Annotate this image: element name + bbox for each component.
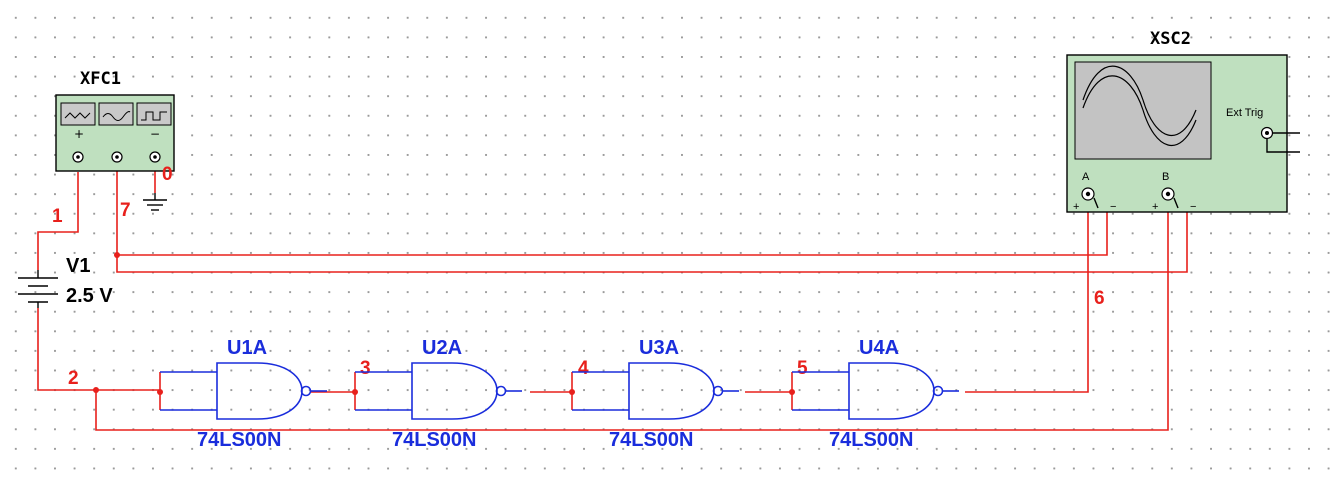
inverter-bubble-icon	[712, 385, 724, 397]
minus-sign-icon: −	[150, 127, 160, 141]
nand-gate-u1a[interactable]: U1A 74LS00N	[160, 337, 327, 451]
net-label-4: 4	[578, 358, 589, 379]
plus-sign-icon: +	[1152, 201, 1158, 213]
nand-gate-u4a[interactable]: U4A 74LS00N	[792, 337, 959, 451]
wire-net-6[interactable]	[965, 202, 1089, 393]
gate-part-label: 74LS00N	[829, 429, 914, 451]
nand-gate-u3a[interactable]: U3A 74LS00N	[572, 337, 739, 451]
gate-ref-label: U4A	[859, 337, 899, 359]
net-label-6: 6	[1094, 288, 1105, 309]
inverter-bubble-icon	[300, 385, 312, 397]
terminal-dot-icon	[1165, 191, 1171, 197]
terminal-dot-icon	[153, 155, 157, 159]
ext-trig-ground-lead	[1266, 139, 1300, 153]
terminal-dot-icon	[1265, 131, 1269, 135]
gate-part-label: 74LS00N	[609, 429, 694, 451]
battery[interactable]: V1 2.5 V	[18, 255, 113, 308]
gate-part-label: 74LS00N	[392, 429, 477, 451]
net-label-7: 7	[120, 200, 131, 221]
channel-a-label: A	[1082, 171, 1090, 183]
battery-ref: V1	[66, 255, 90, 277]
ext-trig-label: Ext Trig	[1226, 107, 1263, 119]
terminal-dot-icon	[76, 155, 80, 159]
gate-ref-label: U3A	[639, 337, 679, 359]
wire-net-2-to-scope-b[interactable]	[95, 202, 1169, 431]
oscilloscope[interactable]: XSC2 Ext Trig A + − B + −	[1066, 29, 1300, 213]
sine-wave-button[interactable]	[98, 102, 134, 126]
square-wave-icon	[141, 111, 167, 121]
nand-body-icon	[411, 362, 498, 420]
net-label-3: 3	[360, 358, 371, 379]
net-label-1: 1	[52, 206, 63, 227]
battery-value: 2.5 V	[66, 285, 113, 307]
sine-trace-icon	[1082, 65, 1197, 137]
net-labels: 0 1 2 3 4 5 6 7	[52, 164, 1105, 389]
gate-part-label: 74LS00N	[197, 429, 282, 451]
gate-ref-label: U2A	[422, 337, 462, 359]
sine-wave-icon	[102, 111, 131, 121]
ground-icon	[143, 193, 167, 211]
net-label-5: 5	[797, 358, 808, 379]
wire-net-7-b[interactable]	[116, 165, 1188, 273]
junction-dot	[93, 387, 99, 393]
nand-body-icon	[848, 362, 935, 420]
channel-b-neg-lead	[1173, 197, 1179, 209]
triangle-wave-icon	[64, 112, 91, 119]
nand-body-icon	[216, 362, 303, 420]
wires	[37, 165, 1188, 431]
net-label-2: 2	[68, 368, 79, 389]
function-generator[interactable]: XFC1 + −	[55, 69, 175, 172]
junction-dot	[569, 389, 575, 395]
sine-trace-icon	[1082, 75, 1197, 147]
junction-dot	[114, 252, 120, 258]
nand-gate-u2a[interactable]: U2A 74LS00N	[355, 337, 522, 451]
terminal-dot-icon	[1085, 191, 1091, 197]
junction-dot	[352, 389, 358, 395]
plus-sign-icon: +	[74, 127, 84, 141]
inverter-bubble-icon	[932, 385, 944, 397]
minus-sign-icon: −	[1110, 201, 1116, 213]
junctions	[93, 252, 795, 395]
channel-a-neg-lead	[1093, 197, 1099, 209]
nand-gates: U1A 74LS00N U2A 74LS00N U3A 74LS00N U4A 74LS00N	[160, 337, 959, 451]
wire-net-7-a[interactable]	[117, 207, 1108, 256]
terminal-dot-icon	[115, 155, 119, 159]
square-wave-button[interactable]	[136, 102, 172, 126]
plus-sign-icon: +	[1073, 201, 1079, 213]
oscilloscope-ref: XSC2	[1150, 29, 1191, 49]
junction-dot	[157, 389, 163, 395]
function-generator-ref: XFC1	[80, 69, 121, 89]
minus-sign-icon: −	[1190, 201, 1196, 213]
triangle-wave-button[interactable]	[60, 102, 96, 126]
gate-ref-label: U1A	[227, 337, 267, 359]
wire-net-1[interactable]	[37, 172, 79, 270]
channel-b-label: B	[1162, 171, 1169, 183]
net-label-0: 0	[162, 164, 173, 185]
nand-body-icon	[628, 362, 715, 420]
inverter-bubble-icon	[495, 385, 507, 397]
junction-dot	[789, 389, 795, 395]
wire-net-2[interactable]	[37, 308, 160, 391]
